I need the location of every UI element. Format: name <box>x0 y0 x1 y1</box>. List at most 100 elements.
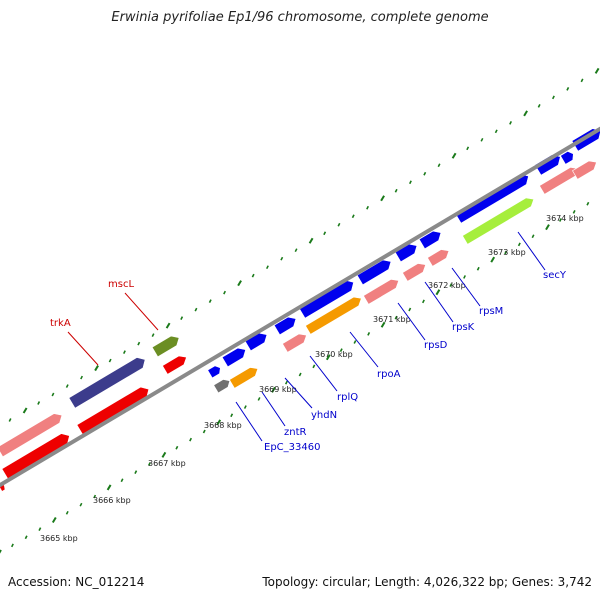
gene-feature <box>305 296 362 335</box>
feature-arrow <box>282 333 307 353</box>
tick-mark <box>380 195 385 202</box>
tick-mark <box>466 146 470 151</box>
tick-mark <box>558 218 562 222</box>
tick-mark <box>93 494 97 499</box>
tick-mark <box>65 384 69 388</box>
tick-mark <box>165 322 171 329</box>
tick-mark <box>265 265 269 270</box>
gene-feature <box>207 365 221 379</box>
chromosome-backbone <box>0 126 600 488</box>
gene-label-rpoa: rpoA <box>377 369 401 380</box>
tick-mark <box>80 375 84 380</box>
tick-mark <box>257 397 261 401</box>
gene-label-trka: trkA <box>50 318 71 329</box>
kbp-label: 3671 kbp <box>373 315 411 324</box>
tick-mark <box>22 407 28 414</box>
kbp-label: 3668 kbp <box>204 421 242 430</box>
inner-tick-track <box>0 196 600 554</box>
tick-mark <box>509 120 513 125</box>
gene-label-leader <box>397 302 426 341</box>
tick-mark <box>10 543 14 548</box>
tick-mark <box>435 289 441 296</box>
tick-mark <box>79 502 83 507</box>
tick-mark <box>106 484 112 491</box>
tick-mark <box>8 418 12 422</box>
feature-arrow <box>207 365 221 379</box>
gene-label-secy: secY <box>543 270 567 281</box>
tick-mark <box>490 256 496 263</box>
gene-label-mscl: mscL <box>108 279 134 290</box>
tick-mark <box>271 386 276 393</box>
feature-arrow <box>454 173 529 224</box>
tick-mark <box>463 275 467 279</box>
tick-mark <box>586 201 590 206</box>
tick-mark <box>572 209 576 214</box>
tick-mark <box>120 478 124 483</box>
gene-label-leader <box>424 281 454 323</box>
gene-feature <box>68 357 146 409</box>
tick-mark <box>208 299 212 303</box>
tick-mark <box>230 413 234 418</box>
tick-mark <box>351 214 355 219</box>
tick-mark <box>394 188 398 193</box>
tick-mark <box>580 78 584 83</box>
gene-feature <box>427 249 450 267</box>
gene-label-leader <box>349 331 379 368</box>
tick-mark <box>189 437 193 442</box>
tick-mark <box>451 152 457 159</box>
gene-label-rpsd: rpsD <box>424 340 448 351</box>
gene-label-leader <box>261 391 286 427</box>
tick-mark <box>180 316 184 320</box>
tick-mark <box>531 234 535 239</box>
tick-mark <box>147 462 151 466</box>
tick-mark <box>367 332 371 336</box>
tick-mark <box>251 273 255 278</box>
accession-text: Accession: NC_012214 <box>8 575 145 589</box>
tick-mark <box>325 354 331 361</box>
tick-mark <box>312 364 316 369</box>
gene-feature <box>363 279 400 305</box>
tick-mark <box>545 224 550 231</box>
feature-arrow <box>162 355 187 375</box>
tick-mark <box>151 333 155 337</box>
feature-arrow <box>151 335 180 358</box>
gene-label-epc_33460: EpC_33460 <box>264 442 320 453</box>
tick-mark <box>216 419 222 426</box>
tick-mark <box>480 137 484 142</box>
tick-mark <box>517 242 521 247</box>
tick-mark <box>298 372 302 377</box>
feature-arrow <box>402 263 427 282</box>
gene-feature <box>418 230 442 250</box>
gene-feature <box>402 263 427 282</box>
gene-label-rpsk: rpsK <box>452 322 475 333</box>
gene-feature <box>213 379 231 394</box>
feature-arrow <box>560 151 574 165</box>
tick-mark <box>308 237 314 244</box>
tick-mark <box>551 95 555 100</box>
gene-feature <box>0 413 63 458</box>
tick-mark <box>38 527 42 531</box>
tick-mark <box>51 516 57 523</box>
tick-mark <box>137 341 141 346</box>
gene-feature <box>560 151 574 165</box>
tick-mark <box>566 87 570 91</box>
feature-arrow <box>76 386 150 436</box>
tick-mark <box>37 401 41 405</box>
tick-mark <box>408 180 412 185</box>
gene-feature <box>273 316 297 336</box>
kbp-labels: 3665 kbp 3666 kbp 3667 kbp 3668 kbp 3669 kbp… <box>40 214 584 543</box>
kbp-label: 3670 kbp <box>315 350 353 359</box>
tick-mark <box>537 103 541 108</box>
tick-mark <box>51 392 55 397</box>
gene-label-leader <box>124 292 159 331</box>
outer-tick-track <box>8 67 600 422</box>
tick-mark <box>437 163 441 168</box>
topology-summary: Topology: circular; Length: 4,026,322 bp… <box>262 575 592 589</box>
feature-track <box>0 128 600 492</box>
tick-mark <box>280 256 284 261</box>
kbp-label: 3665 kbp <box>40 534 78 543</box>
tick-mark <box>353 340 357 344</box>
tick-mark <box>161 451 167 458</box>
tick-mark <box>223 290 227 295</box>
